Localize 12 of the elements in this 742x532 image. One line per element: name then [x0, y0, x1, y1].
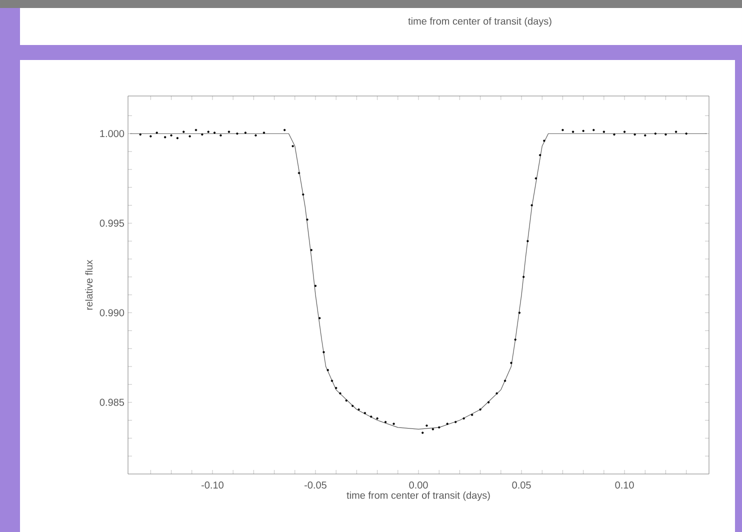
x-tick-label: 0.00 [409, 482, 428, 489]
y-tick-label: 0.995 [100, 220, 124, 227]
x-axis-title: time from center of transit (days) [346, 491, 490, 501]
x-tick-label: 0.05 [512, 482, 531, 489]
y-tick-label: 0.985 [100, 398, 124, 406]
x-tick-label: 0.10 [615, 482, 634, 489]
text: time from center of transit (days) [408, 17, 552, 27]
y-tick-label: 1.000 [100, 130, 124, 138]
x-tick-label: -0.05 [304, 482, 326, 489]
y-axis-title: relative flux [85, 260, 93, 310]
x-tick-label: -0.10 [202, 482, 224, 489]
y-tick-label: 0.990 [100, 309, 124, 316]
